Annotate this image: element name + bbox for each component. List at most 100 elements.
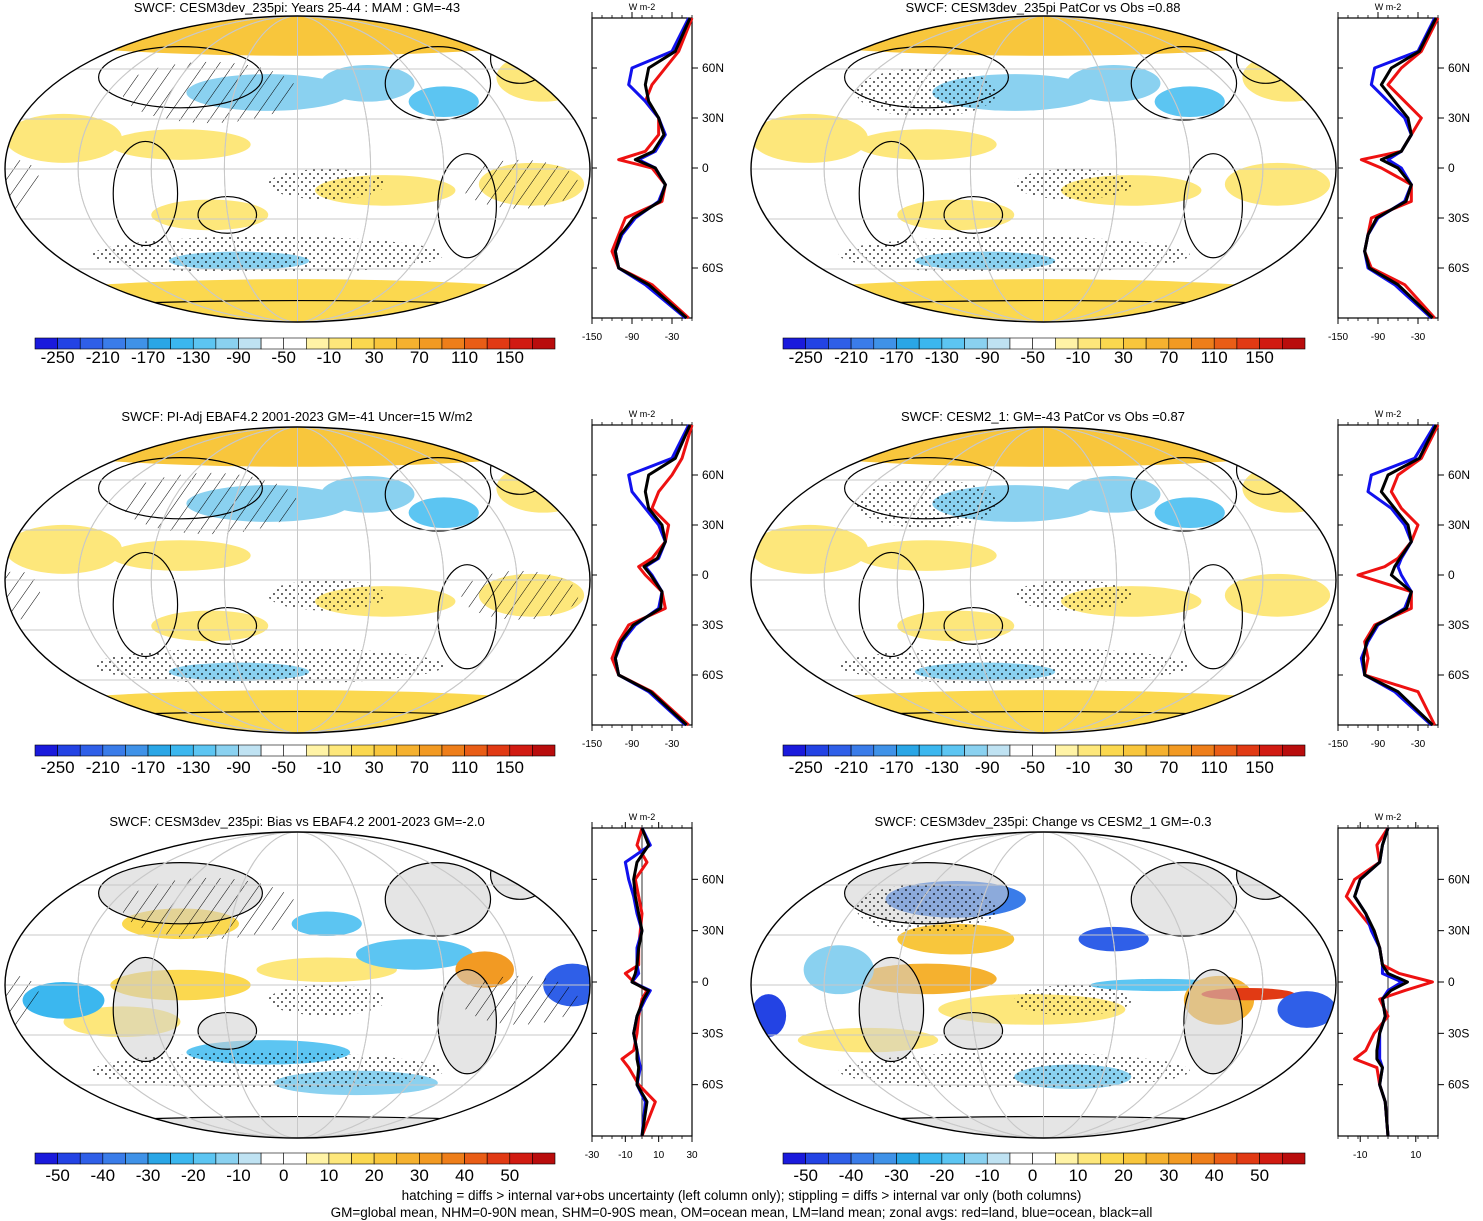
zonal-line-all (613, 17, 692, 320)
y-tick-label: 0 (702, 161, 709, 175)
colorbar-tick-label: 10 (1069, 1166, 1088, 1185)
map-title: SWCF: CESM3dev_235pi: Years 25-44 : MAM … (134, 0, 460, 15)
stippling (268, 169, 386, 200)
y-tick-label: 30S (702, 1026, 723, 1040)
colorbar-box (79, 744, 104, 757)
colorbar-box (396, 744, 420, 757)
field-patch (5, 113, 122, 163)
colorbar-box (1009, 744, 1033, 757)
graticule-lon (150, 16, 445, 322)
colorbar-tick-label: 150 (496, 758, 524, 777)
colorbar-tick-label: -90 (975, 758, 1000, 777)
field-patch (856, 540, 997, 571)
y-tick-label: 0 (1448, 568, 1455, 582)
colorbar-box (464, 1152, 488, 1165)
field-patch (897, 610, 1015, 642)
colorbar-box (1213, 744, 1238, 757)
colorbar-box (509, 744, 533, 757)
colorbar-tick-label: -250 (789, 758, 823, 777)
colorbar-box (1168, 744, 1192, 757)
field-patch (356, 939, 473, 970)
colorbar-tick-label: 150 (496, 348, 524, 367)
colorbar-tick-label: -130 (925, 348, 959, 367)
field-patch (1224, 573, 1331, 617)
colorbar-box (1259, 744, 1283, 757)
colorbar-tick-label: -250 (789, 348, 823, 367)
y-tick-label: 0 (1448, 161, 1455, 175)
colorbar-tick-label: -130 (176, 758, 210, 777)
coastline (1183, 153, 1244, 259)
colorbar-tick-label: 30 (365, 348, 384, 367)
colorbar-tick-label: -130 (925, 758, 959, 777)
field-patch (1066, 475, 1161, 513)
graticule-lon (896, 427, 1191, 733)
colorbar-tick-label: 30 (365, 758, 384, 777)
colorbar-box (57, 1152, 81, 1165)
colorbar-tick-label: -10 (1066, 758, 1091, 777)
field-patch (408, 86, 479, 117)
colorbar-tick-label: 20 (1114, 1166, 1133, 1185)
x-tick-label: 10 (1410, 1150, 1422, 1161)
colorbar-box (1100, 1152, 1124, 1165)
x-tick-label: -150 (582, 332, 602, 343)
colorbar-tick-label: -50 (1020, 348, 1045, 367)
stippling (1014, 169, 1132, 200)
zonal-line-all (1353, 827, 1409, 1137)
colorbar-box (464, 744, 488, 757)
colorbar-box (102, 744, 126, 757)
zonal-panel-2: 60N 30N 0 30S 60S -150 -90 -30 W m-2 (1328, 2, 1470, 343)
y-tick-label: 60S (1448, 668, 1469, 682)
colorbar-box (283, 1152, 307, 1165)
colorbar-box (306, 744, 330, 757)
field-patch (408, 497, 479, 528)
colorbar-tick-label: 30 (1114, 348, 1133, 367)
field-patch (856, 129, 997, 160)
colorbar-box (964, 744, 988, 757)
hatching (461, 975, 579, 1025)
y-tick-label: 60N (702, 61, 724, 75)
field-patch (256, 957, 397, 982)
field-patch (151, 199, 269, 231)
y-tick-label: 30S (1448, 1026, 1469, 1040)
graticule-lon (77, 16, 518, 322)
colorbar-tick-label: -170 (131, 758, 165, 777)
colorbar-tick-label: 30 (1159, 1166, 1178, 1185)
colorbar-box (34, 1152, 58, 1165)
graticule-lon (969, 427, 1118, 733)
y-tick-label: 60S (1448, 1078, 1469, 1092)
coastline (858, 956, 925, 1063)
y-tick-label: 30N (702, 518, 724, 532)
colorbar-box (1168, 1152, 1192, 1165)
colorbar-tick-label: -50 (1020, 758, 1045, 777)
colorbar-box (373, 744, 398, 757)
colorbar-box (1191, 744, 1215, 757)
coastline (197, 606, 258, 645)
colorbar-box (486, 1152, 511, 1165)
map-border (750, 831, 1337, 1139)
colorbar-tick-label: 50 (1250, 1166, 1269, 1185)
y-tick-label: 60N (1448, 468, 1470, 482)
map-title: SWCF: PI-Adj EBAF4.2 2001-2023 GM=-41 Un… (121, 409, 472, 424)
colorbar-tick-label: -210 (834, 348, 868, 367)
graticule-lon (823, 16, 1264, 322)
colorbar-6: -50 -40 -30 -20 -10 0 10 20 30 40 50 (782, 1152, 1306, 1185)
colorbar-box (1236, 1152, 1260, 1165)
colorbar-box (873, 1152, 897, 1165)
coastline (1130, 45, 1238, 121)
colorbar-box (1236, 744, 1260, 757)
colorbar-tick-label: 50 (500, 1166, 519, 1185)
zonal-panel-4: 60N 30N 0 30S 60S -150 -90 -30 W m-2 (1328, 409, 1470, 750)
colorbar-box (896, 1152, 920, 1165)
field-patch (291, 911, 362, 937)
colorbar-2: -250 -210 -170 -130 -90 -50 -10 30 70 110 150 (782, 337, 1306, 367)
colorbar-tick-label: -50 (271, 758, 296, 777)
y-tick-label: 30N (702, 924, 724, 938)
colorbar-box (918, 744, 943, 757)
colorbar-tick-label: -30 (884, 1166, 909, 1185)
zonal-line-all (1361, 424, 1438, 727)
coastline (1130, 861, 1238, 937)
colorbar-box (1123, 744, 1147, 757)
stippling (856, 479, 997, 528)
colorbar-tick-label: 110 (451, 758, 478, 777)
field-patch (897, 199, 1015, 231)
